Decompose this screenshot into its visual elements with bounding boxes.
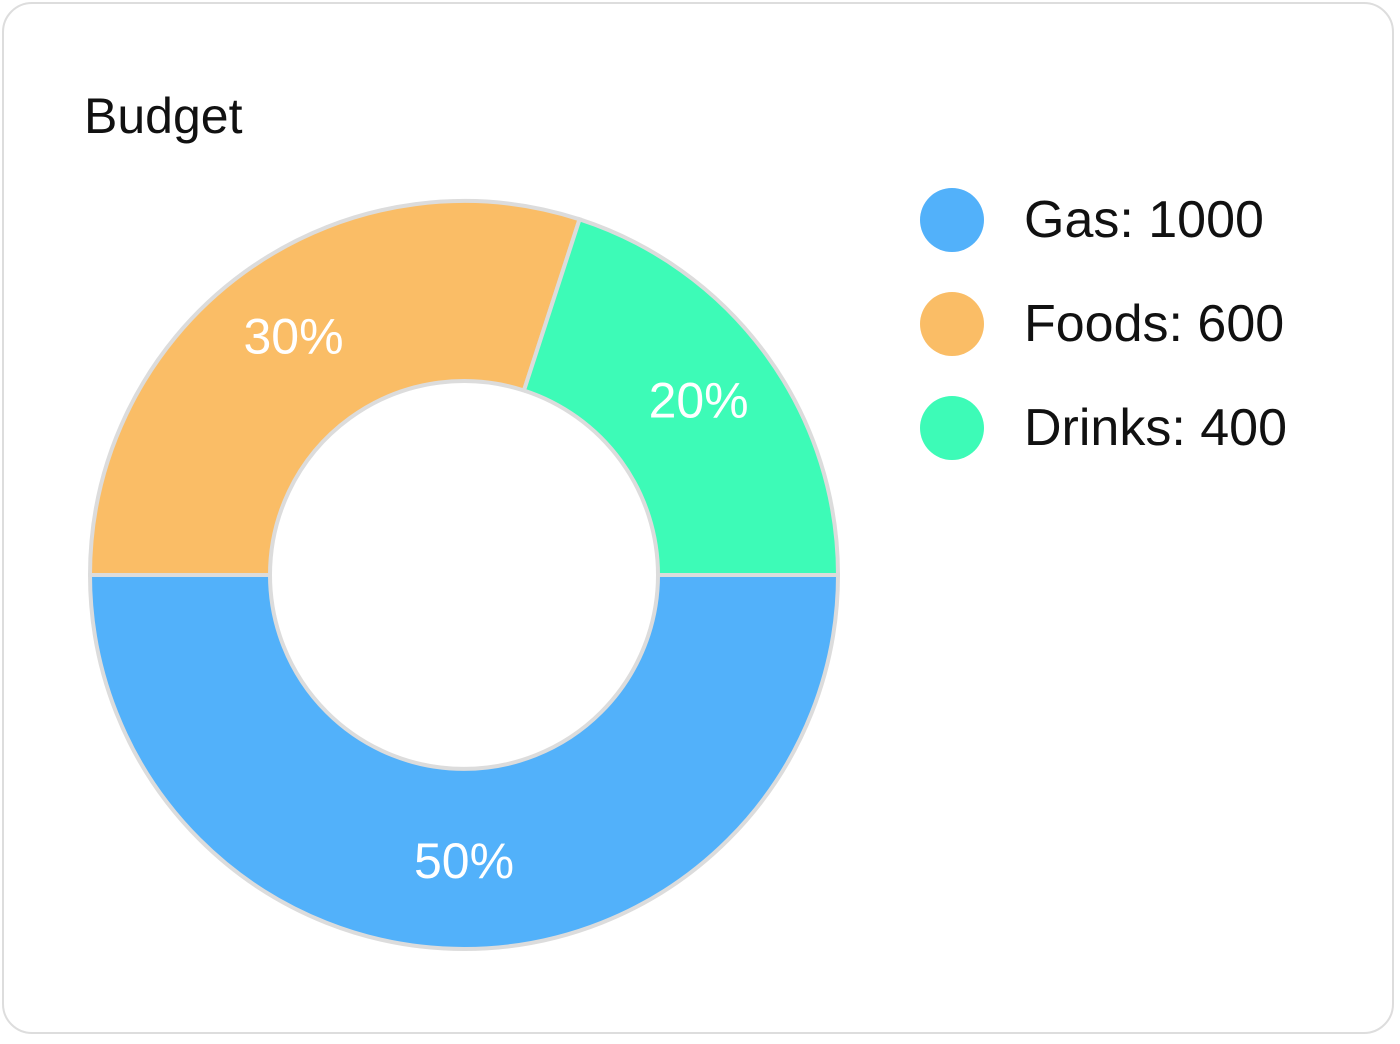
legend-item-drinks[interactable]: Drinks: 400 (920, 396, 1287, 460)
legend: Gas: 1000 Foods: 600 Drinks: 400 (920, 188, 1287, 500)
legend-label-gas: Gas: 1000 (1024, 191, 1264, 249)
legend-label-drinks: Drinks: 400 (1024, 399, 1287, 457)
slice-label-gas: 50% (414, 833, 514, 889)
donut-chart: 50% 30% 20% (87, 199, 841, 951)
slice-foods[interactable] (87, 199, 583, 577)
chart-title: Budget (84, 88, 243, 144)
legend-swatch-drinks (920, 396, 984, 460)
slice-gas[interactable] (87, 573, 841, 951)
legend-item-gas[interactable]: Gas: 1000 (920, 188, 1287, 252)
slice-drinks[interactable] (521, 216, 841, 577)
slices-group (87, 199, 841, 951)
legend-swatch-foods (920, 292, 984, 356)
legend-swatch-gas (920, 188, 984, 252)
slice-label-drinks: 20% (649, 373, 749, 429)
slice-label-foods: 30% (244, 309, 344, 365)
labels-group: 50% 30% 20% (244, 309, 749, 890)
legend-item-foods[interactable]: Foods: 600 (920, 292, 1287, 356)
legend-label-foods: Foods: 600 (1024, 295, 1285, 353)
